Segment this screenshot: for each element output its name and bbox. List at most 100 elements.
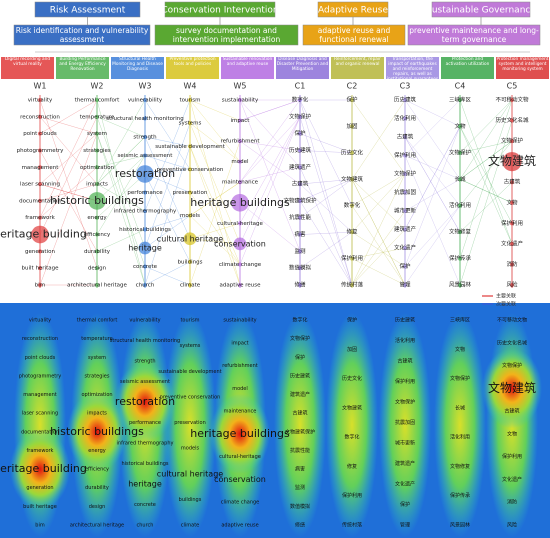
keyword: refurbishment [221,139,261,145]
link [144,99,191,170]
link [239,116,301,183]
link [459,179,513,203]
node [38,148,42,153]
link [144,136,191,239]
keyword: design [88,266,107,272]
heat-keyword: 保护 [347,317,357,324]
group-title: Sustainable Governance [426,6,536,16]
link [39,116,98,134]
node [95,249,99,254]
heat-keyword: 古建筑 [397,358,412,365]
link [39,116,98,235]
node [350,283,354,287]
node [510,98,514,102]
heat-keyword: infrared thermography [117,441,174,447]
node [458,230,462,235]
keyword: 活化利用 [449,201,471,209]
heat-keyword: impacts [87,411,107,417]
category-wrap: Preventive protection tools and policies [169,57,215,67]
heat-keyword: strategies [85,373,110,379]
keyword: seismic assessment [118,153,174,159]
keyword: 保护传承 [449,254,472,262]
node [38,266,42,271]
heat-keyword: 抗震加固 [395,419,415,426]
keyword: durability [84,249,111,255]
category-label: Protection management system and intelli… [496,57,549,72]
keyword: 文物保护 [289,112,312,120]
node [298,98,302,102]
link [299,179,353,185]
keyword: 建筑遗产 [394,225,417,233]
link [351,179,406,230]
node [188,283,192,287]
heat-keyword: laser scanning [22,411,58,417]
link [189,99,241,121]
keyword: 消防 [506,260,518,268]
keyword: 抗震加固 [394,188,417,196]
node [238,159,242,164]
link [239,140,301,185]
column-code: C2 [347,82,358,91]
heat-keyword: framework [27,448,54,454]
link [459,140,513,154]
category-wrap: Protection management system and intelli… [496,57,549,72]
node [238,98,242,102]
keyword: tourism [179,98,200,104]
heat-keyword: cultural-heritage [219,454,261,460]
keyword: structural health monitoring [106,116,184,122]
heat-hotspot [67,391,127,472]
node [38,98,42,102]
node [183,232,197,246]
link [96,99,146,286]
group-desc-wrap: preventive maintenance and long-term gov… [409,26,538,44]
keyword: 古建筑 [292,180,309,188]
heat-keyword: system [88,355,106,361]
heat-keyword: conservation [214,475,266,484]
column-code: W1 [34,82,47,91]
node [458,283,462,287]
heat-keyword: 文物 [455,346,465,353]
keyword: impacts [86,182,108,188]
keyword: built heritage [22,266,60,272]
link [299,150,353,154]
keyword: preventive conservation [157,167,224,173]
link [459,99,513,180]
group-desc-box [154,24,299,46]
node [298,165,302,170]
node [403,153,407,158]
link [299,99,353,206]
link [189,99,241,286]
column-code: C1 [295,82,306,91]
category-label: Protection and activation utilization [445,57,490,67]
heat-keyword: 保护利用 [342,492,362,499]
group-title: Adaptive Reuse [318,6,388,16]
node [458,177,462,182]
node [143,264,147,269]
link [189,223,241,239]
node [403,209,407,213]
link [299,183,353,233]
heat-keyword: reconstruction [22,336,58,342]
link [189,238,241,245]
category-label: Disease Diagnosis and Disaster Preventio… [276,57,329,72]
group-desc-wrap: Risk identification and vulnerability as… [16,26,149,44]
node [95,148,99,153]
heat-keyword: thermal comfort [77,318,118,324]
link [144,215,191,249]
heat-keyword: 文化遗产 [395,481,415,488]
keyword: 古建筑 [397,133,414,141]
link [144,155,191,170]
node [510,180,514,185]
keyword: 修缮 [294,281,306,289]
keyword: cultural-heritage [217,221,264,227]
keyword: climate [180,283,201,289]
heat-keyword: 文物建筑 [342,404,362,411]
node [298,266,302,271]
link [239,99,301,252]
node [38,283,42,287]
category-box [441,57,494,79]
link [351,210,406,286]
keyword: 数值模拟 [289,264,312,272]
node [95,131,99,136]
heat-keyword: 保护传承 [450,492,470,499]
